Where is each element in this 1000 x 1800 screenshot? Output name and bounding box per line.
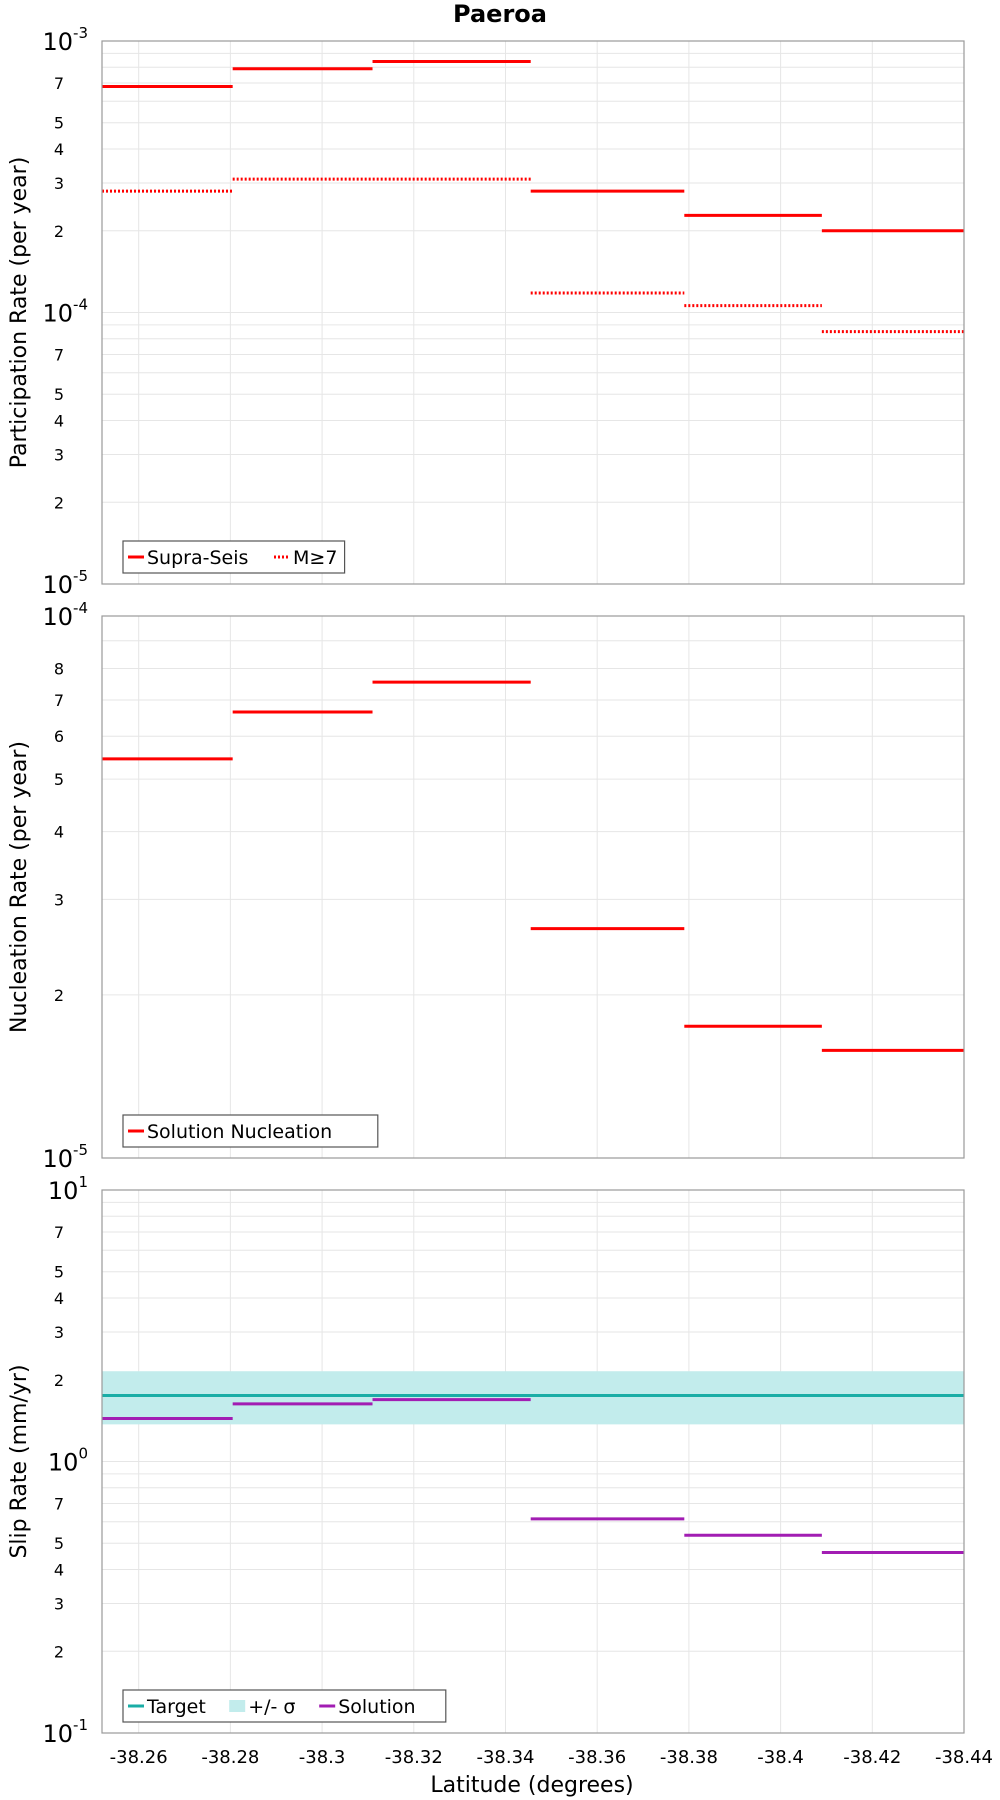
y-minor-tick-label: 7 [54,346,64,365]
legend-swatch [229,1700,246,1712]
chart-title: Paeroa [453,0,547,28]
x-tick-label: -38.4 [757,1747,804,1768]
plot-frame [101,40,965,585]
series-m-7 [102,177,964,334]
legend-label: Solution Nucleation [147,1121,332,1143]
x-tick-label: -38.26 [110,1747,168,1768]
sigma-band [102,1371,964,1425]
x-tick-label: -38.3 [299,1747,346,1768]
y-minor-tick-label: 2 [54,986,64,1005]
y-major-tick-label: 10-4 [42,296,88,328]
y-axis-label: Participation Rate (per year) [7,157,32,469]
legend-box [122,540,346,574]
y-minor-tick-label: 5 [54,770,64,789]
y-minor-tick-label: 8 [54,660,64,679]
legend: Target +/- σ Solution [122,1689,447,1723]
y-minor-tick-label: 2 [54,1642,64,1661]
panel-1: 10-5 10-4 10-3 2 3 4 5 7 2 3 4 5 7 Participation Rate… [7,24,965,599]
y-minor-tick-label: 4 [54,1561,64,1580]
y-minor-tick-label: 4 [54,1289,64,1308]
y-minor-tick-label: 5 [54,1534,64,1553]
x-tick-label: -38.38 [660,1747,718,1768]
x-tick-label: -38.36 [568,1747,626,1768]
legend-box [122,1114,379,1148]
x-tick-label: -38.32 [385,1747,443,1768]
y-minor-tick-label: 3 [54,1594,64,1613]
panel-2: 10-5 10-4 2 3 4 5 6 7 8 Nucleation Rate (per year… [7,599,965,1173]
legend-label: Supra-Seis [147,547,248,569]
y-major-tick-label: 10-5 [42,567,88,599]
y-minor-tick-label: 5 [54,1263,64,1282]
legend-label: M≥7 [293,547,337,569]
series-solution [102,1398,964,1555]
y-axis-label: Slip Rate (mm/yr) [7,1364,32,1558]
x-tick-label: -38.42 [843,1747,901,1768]
legend-box [122,1689,447,1723]
y-minor-tick-label: 4 [54,412,64,431]
legend-label: Solution [338,1696,415,1718]
y-minor-tick-label: 2 [54,493,64,512]
plot-frame [101,615,965,1159]
y-minor-tick-label: 3 [54,890,64,909]
y-minor-tick-label: 7 [54,691,64,710]
y-axis-label: Nucleation Rate (per year) [7,741,32,1033]
x-tick-label: -38.28 [201,1747,259,1768]
y-major-tick-label: 101 [48,1173,88,1205]
series-supra-seis [102,60,964,233]
x-axis-ticks: -38.26 -38.28 -38.3 -38.32 -38.34 -38.36 -38.3… [110,1747,993,1768]
plot-frame [101,1189,965,1734]
legend: Solution Nucleation [122,1114,379,1148]
x-tick-label: -38.44 [935,1747,993,1768]
y-minor-tick-label: 5 [54,114,64,133]
x-tick-label: -38.34 [476,1747,534,1768]
y-minor-tick-label: 2 [54,222,64,241]
y-minor-tick-label: 5 [54,385,64,404]
legend: Supra-Seis M≥7 [122,540,346,574]
legend-label: +/- σ [248,1696,295,1718]
y-minor-tick-label: 7 [54,1495,64,1514]
y-minor-tick-label: 4 [54,140,64,159]
y-minor-tick-label: 6 [54,727,64,746]
y-major-tick-label: 100 [48,1445,88,1477]
x-axis-label: Latitude (degrees) [430,1773,633,1798]
y-major-tick-label: 10-3 [42,24,88,56]
y-minor-tick-label: 3 [54,1323,64,1342]
y-minor-tick-label: 7 [54,1223,64,1242]
y-minor-tick-label: 3 [54,174,64,193]
series-solution-nucleation [102,680,964,1052]
y-minor-tick-label: 2 [54,1371,64,1390]
y-major-tick-label: 10-1 [42,1716,88,1748]
y-major-tick-label: 10-4 [42,599,88,631]
panel-3: 10-1 100 101 2 3 4 5 7 2 3 4 5 7 Slip Rate (mm/yr) Tar… [7,1173,965,1748]
plot-area [102,616,964,1158]
y-minor-tick-label: 3 [54,445,64,464]
y-minor-tick-label: 7 [54,74,64,93]
y-major-tick-label: 10-5 [42,1141,88,1173]
y-minor-tick-label: 4 [54,823,64,842]
legend-label: Target [146,1696,206,1718]
